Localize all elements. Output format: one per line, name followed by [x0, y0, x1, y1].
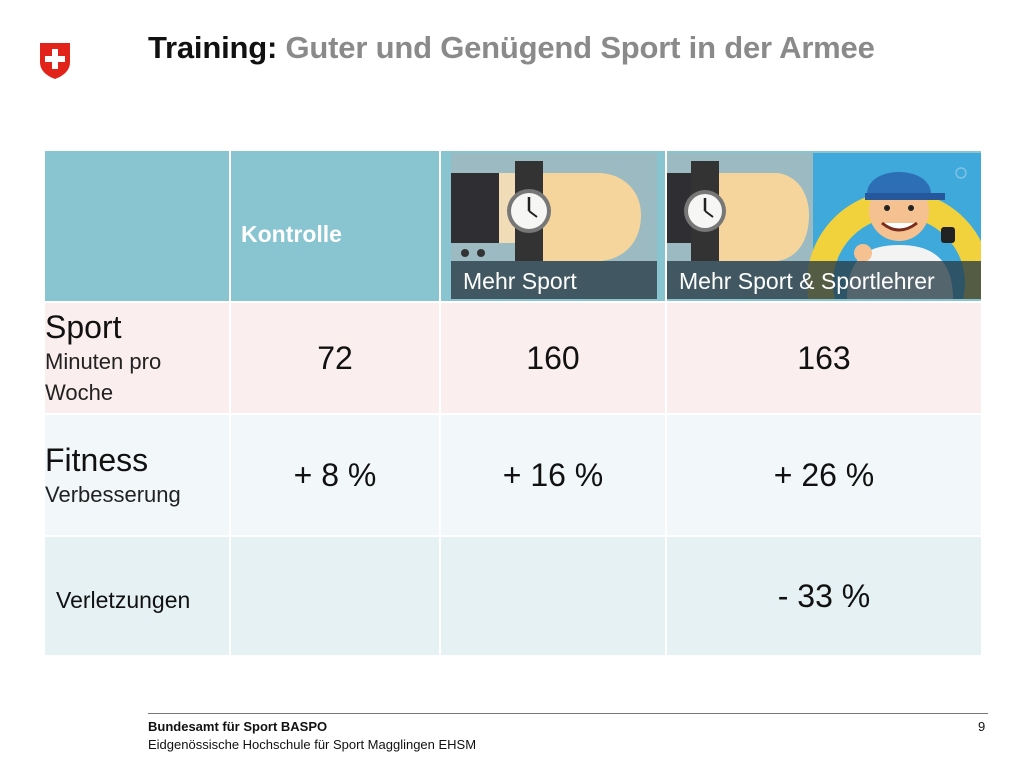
- cell-injury-sportlehrer: - 33 %: [665, 535, 983, 657]
- table-row-verletzungen: Verletzungen - 33 %: [43, 535, 983, 657]
- title-rest: Guter und Genügend Sport in der Armee: [285, 30, 875, 65]
- table-row-sport: Sport Minuten pro Woche 72 160 163: [43, 301, 983, 415]
- cell-injury-kontrolle: [229, 535, 441, 657]
- cell-fitness-sportlehrer: + 26 %: [665, 413, 983, 537]
- row-title-fitness: Fitness: [45, 441, 149, 478]
- row-title-sport: Sport: [45, 309, 122, 346]
- caption-mehr-sport: Mehr Sport: [451, 261, 657, 299]
- swiss-cross-shield-icon: [40, 43, 70, 79]
- row-subtitle-fitness: Verbesserung: [45, 481, 181, 507]
- row-subtitle-sport: Minuten pro Woche: [45, 349, 162, 405]
- footer-divider: [148, 713, 988, 714]
- page-title: Training: Guter und Genügend Sport in de…: [148, 30, 875, 66]
- header-label-kontrolle: Kontrolle: [241, 221, 342, 247]
- row-label-fitness: Fitness Verbesserung: [43, 413, 231, 537]
- header-cell-mehr-sport: Mehr Sport: [439, 149, 667, 303]
- cell-fitness-mehr-sport: + 16 %: [439, 413, 667, 537]
- row-title-verletzungen: Verletzungen: [56, 586, 191, 613]
- cell-injury-mehr-sport: [439, 535, 667, 657]
- cell-sport-mehr-sport: 160: [439, 301, 667, 415]
- caption-mehr-sport-sportlehrer: Mehr Sport & Sportlehrer: [667, 261, 981, 299]
- row-label-verletzungen: Verletzungen: [43, 535, 231, 657]
- wristwatch-image: Mehr Sport: [451, 153, 657, 299]
- results-table: Kontrolle Mehr Sport: [43, 149, 983, 657]
- page-number: 9: [978, 719, 986, 734]
- footer-org: Bundesamt für Sport BASPO: [148, 719, 328, 734]
- table-row-fitness: Fitness Verbesserung + 8 % + 16 % + 26 %: [43, 413, 983, 537]
- cell-sport-kontrolle: 72: [229, 301, 441, 415]
- cell-fitness-kontrolle: + 8 %: [229, 413, 441, 537]
- watch-and-coach-image: Mehr Sport & Sportlehrer: [667, 153, 981, 299]
- row-label-sport: Sport Minuten pro Woche: [43, 301, 231, 415]
- header-cell-empty: [43, 149, 231, 303]
- table-header-row: Kontrolle Mehr Sport: [43, 149, 983, 303]
- footer-school: Eidgenössische Hochschule für Sport Magg…: [148, 737, 477, 752]
- title-strong: Training:: [148, 30, 278, 65]
- header-cell-kontrolle: Kontrolle: [229, 149, 441, 303]
- header-cell-mehr-sport-sportlehrer: Mehr Sport & Sportlehrer: [665, 149, 983, 303]
- cell-sport-sportlehrer: 163: [665, 301, 983, 415]
